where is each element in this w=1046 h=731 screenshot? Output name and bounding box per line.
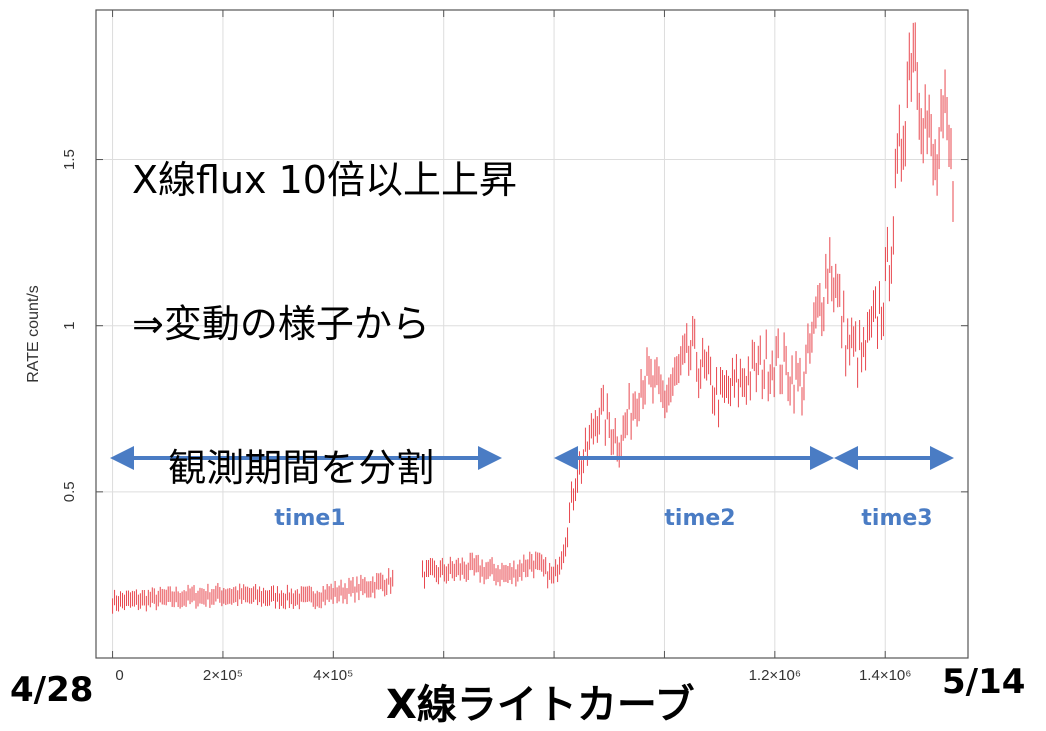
chart-caption: X線ライトカーブ xyxy=(386,672,694,730)
period-label: time3 xyxy=(861,506,932,531)
y-axis-label: RATE count/s xyxy=(25,285,42,383)
x-tick-label: 0 xyxy=(115,667,123,684)
annotation-line: 観測期間を分割 xyxy=(132,444,517,492)
period-label: time2 xyxy=(664,506,735,531)
annotation-line: X線flux 10倍以上上昇 xyxy=(132,156,517,204)
start-date-label: 4/28 xyxy=(10,670,93,710)
end-date-label: 5/14 xyxy=(942,662,1025,702)
y-tick-label: 1.5 xyxy=(61,149,78,170)
x-tick-label: 1.4×10⁶ xyxy=(859,667,911,684)
x-tick-label: 2×10⁵ xyxy=(203,667,243,684)
x-tick-label: 4×10⁵ xyxy=(313,667,353,684)
y-tick-label: 0.5 xyxy=(61,481,78,502)
annotation-text: X線flux 10倍以上上昇 ⇒変動の様子から 観測期間を分割 xyxy=(132,60,517,540)
annotation-line: ⇒変動の様子から xyxy=(132,300,517,348)
x-tick-label: 1.2×10⁶ xyxy=(749,667,801,684)
y-tick-label: 1 xyxy=(61,322,78,330)
